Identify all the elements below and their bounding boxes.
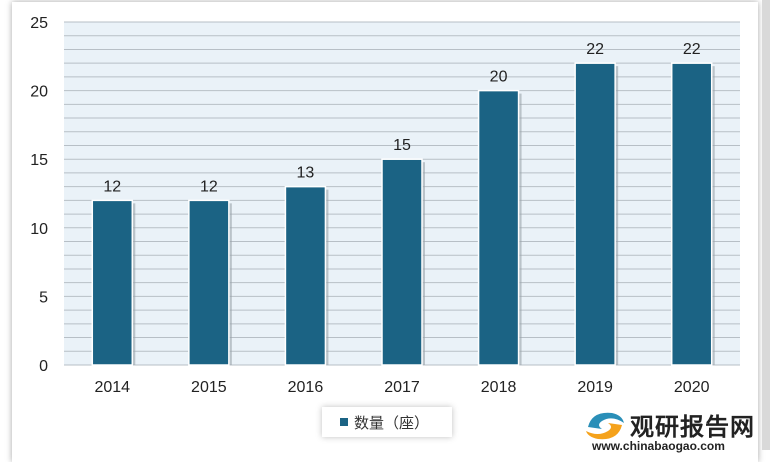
logo-url: www.chinabaogao.com bbox=[592, 439, 725, 453]
bar-chart: 0 5 10 15 20 25 12 2014 12 2015 13 2016 15 2017 20 2018… bbox=[30, 15, 740, 396]
x-tick-label: 2016 bbox=[288, 379, 324, 396]
data-label: 22 bbox=[683, 41, 701, 58]
logo-brand: 观研报告网 bbox=[630, 413, 755, 441]
x-tick-label: 2014 bbox=[94, 379, 130, 396]
y-tick-label: 20 bbox=[30, 84, 48, 101]
bar bbox=[188, 199, 230, 366]
bar bbox=[91, 199, 134, 366]
legend: 数量（座） bbox=[322, 407, 452, 437]
logo-swirl-icon bbox=[586, 412, 624, 440]
x-tick-label: 2020 bbox=[674, 379, 710, 396]
bar bbox=[381, 158, 423, 366]
x-tick-label: 2018 bbox=[481, 379, 517, 396]
bar bbox=[670, 62, 713, 366]
data-label: 12 bbox=[200, 178, 218, 195]
legend-swatch bbox=[340, 418, 348, 426]
bar bbox=[477, 89, 520, 366]
page-edge bbox=[762, 0, 770, 450]
data-label: 15 bbox=[393, 137, 411, 154]
x-tick-label: 2015 bbox=[191, 379, 227, 396]
data-label: 22 bbox=[586, 41, 604, 58]
data-label: 20 bbox=[490, 69, 508, 86]
bar bbox=[574, 62, 616, 366]
x-tick-label: 2017 bbox=[384, 379, 420, 396]
y-tick-label: 0 bbox=[39, 358, 48, 375]
y-tick-label: 25 bbox=[30, 15, 48, 32]
data-label: 12 bbox=[103, 178, 121, 195]
y-tick-label: 10 bbox=[30, 221, 48, 238]
y-tick-label: 15 bbox=[30, 152, 48, 169]
bar bbox=[284, 185, 327, 366]
data-label: 13 bbox=[297, 165, 315, 182]
y-tick-label: 5 bbox=[39, 289, 48, 306]
legend-label: 数量（座） bbox=[354, 414, 430, 432]
x-tick-label: 2019 bbox=[577, 379, 613, 396]
watermark-logo: 观研报告网 www.chinabaogao.com bbox=[582, 405, 762, 453]
